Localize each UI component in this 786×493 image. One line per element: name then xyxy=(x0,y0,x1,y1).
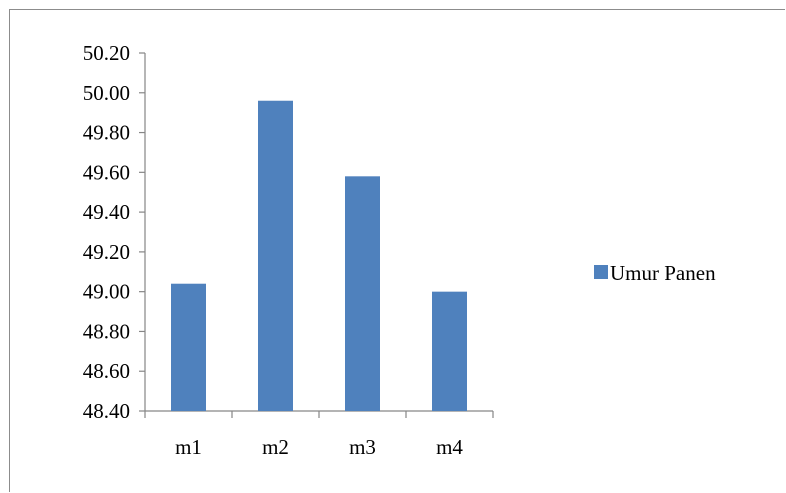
y-tick-label: 48.80 xyxy=(83,319,130,343)
y-tick-label: 50.00 xyxy=(83,81,130,105)
legend-label: Umur Panen xyxy=(610,261,716,285)
x-tick-label-m4: m4 xyxy=(436,435,463,459)
x-axis: m1 m2 m3 m4 xyxy=(144,410,494,459)
legend-swatch xyxy=(594,265,608,279)
y-tick-label: 49.00 xyxy=(83,280,130,304)
x-tick-label-m2: m2 xyxy=(262,435,289,459)
x-tick-label-m3: m3 xyxy=(349,435,376,459)
y-tick-label: 49.80 xyxy=(83,121,130,145)
chart-frame xyxy=(9,9,785,492)
y-axis: 48.40 48.60 48.80 49.00 49.20 49.40 49.60 49.80… xyxy=(83,41,146,423)
bars xyxy=(171,100,467,411)
y-tick-label: 49.60 xyxy=(83,160,130,184)
y-tick-label: 48.40 xyxy=(83,399,130,423)
bar-m3 xyxy=(345,176,380,411)
x-tick-label-m1: m1 xyxy=(175,435,202,459)
y-tick-label: 48.60 xyxy=(83,359,130,383)
bar-m4 xyxy=(432,291,467,411)
y-tick-label: 49.20 xyxy=(83,240,130,264)
y-tick-label: 49.40 xyxy=(83,200,130,224)
bar-m1 xyxy=(171,283,206,411)
legend: Umur Panen xyxy=(594,261,716,285)
bar-m2 xyxy=(258,100,293,411)
y-tick-label: 50.20 xyxy=(83,41,130,65)
